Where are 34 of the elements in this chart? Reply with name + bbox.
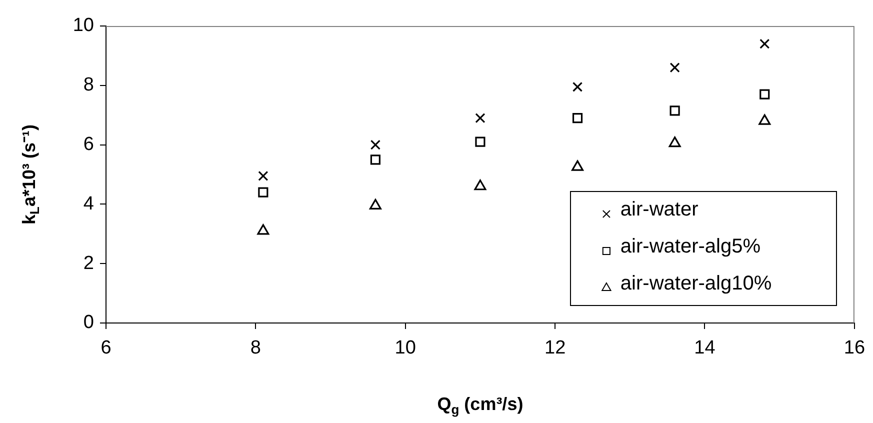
point xyxy=(258,170,268,182)
point xyxy=(670,106,680,116)
legend-label: air-water xyxy=(620,198,699,221)
point xyxy=(370,140,380,150)
point xyxy=(258,187,268,198)
point xyxy=(369,198,382,210)
point xyxy=(758,114,771,125)
y-tick-label: 2 xyxy=(83,252,94,274)
point xyxy=(370,154,380,165)
y-tick-label: 0 xyxy=(83,312,94,334)
legend-label: air-water-alg5% xyxy=(620,236,761,258)
y-tick-label: 10 xyxy=(72,15,94,36)
point xyxy=(760,89,770,100)
point xyxy=(670,62,680,73)
y-axis-title: kLa*10³ (s⁻¹) xyxy=(18,124,42,224)
point xyxy=(474,180,486,190)
x-tick-label: 14 xyxy=(694,338,716,359)
x-tick-label: 16 xyxy=(844,338,866,359)
y-tick-label: 4 xyxy=(83,193,94,214)
point xyxy=(760,38,770,49)
point xyxy=(668,136,681,148)
point xyxy=(572,113,583,124)
point xyxy=(257,224,270,235)
point xyxy=(475,113,486,124)
x-tick-label: 10 xyxy=(394,338,416,359)
x-tick-label: 8 xyxy=(250,338,261,359)
point xyxy=(572,160,584,171)
y-tick-label: 8 xyxy=(83,74,94,96)
point xyxy=(572,82,583,92)
point xyxy=(475,136,486,147)
x-tick-label: 12 xyxy=(544,338,566,359)
legend-label: air-water-alg10% xyxy=(620,272,772,295)
x-tick-label: 6 xyxy=(100,338,112,359)
y-tick-label: 6 xyxy=(83,134,94,156)
